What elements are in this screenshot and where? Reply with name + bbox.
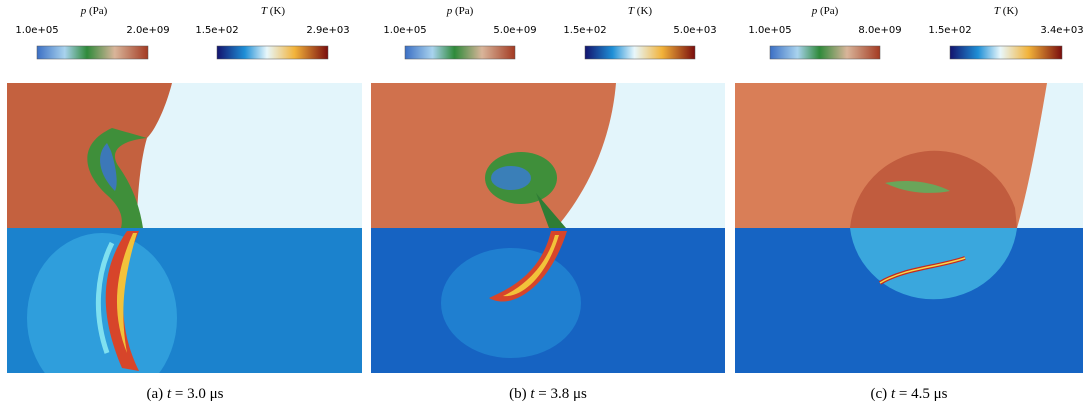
caption: (c) t = 4.5 μs bbox=[871, 386, 948, 402]
text-part: = 4.5 μs bbox=[899, 386, 948, 402]
text-part: = 3.8 μs bbox=[538, 386, 587, 402]
pressure-colorbar bbox=[37, 46, 148, 59]
text-part: (c) bbox=[871, 386, 888, 402]
pressure-max: 2.0e+09 bbox=[126, 25, 169, 36]
temperature-colorbar bbox=[950, 46, 1062, 59]
pressure-min: 1.0e+05 bbox=[748, 25, 791, 36]
text-part: t bbox=[167, 386, 172, 402]
temperature-label: T (K) bbox=[628, 5, 652, 17]
text-part: (K) bbox=[270, 5, 286, 17]
temperature-max: 5.0e+03 bbox=[673, 25, 716, 36]
text-part: T bbox=[628, 5, 635, 17]
temperature-min: 1.5e+02 bbox=[195, 25, 238, 36]
temperature-min: 1.5e+02 bbox=[563, 25, 606, 36]
text-part: (K) bbox=[637, 5, 653, 17]
pressure-max: 5.0e+09 bbox=[493, 25, 536, 36]
text-part: (Pa) bbox=[820, 5, 839, 17]
colorbars-c: p (Pa) 1.0e+05 8.0e+09 T (K) 1.5e+02 3.4… bbox=[748, 5, 1083, 59]
temperature-label: T (K) bbox=[261, 5, 285, 17]
text-part: (b) bbox=[509, 386, 527, 402]
text-part: (Pa) bbox=[455, 5, 474, 17]
figure: p (Pa) 1.0e+05 2.0e+09 T (K) 1.5e+02 2.9… bbox=[0, 0, 1087, 409]
caption: (b) t = 3.8 μs bbox=[509, 386, 587, 402]
pressure-max: 8.0e+09 bbox=[858, 25, 901, 36]
text-part: (K) bbox=[1003, 5, 1019, 17]
text-part: p bbox=[446, 5, 453, 17]
temperature-min: 1.5e+02 bbox=[928, 25, 971, 36]
pressure-min: 1.0e+05 bbox=[383, 25, 426, 36]
text-part: p bbox=[811, 5, 818, 17]
text-part: t bbox=[530, 386, 535, 402]
colorbars-a: p (Pa) 1.0e+05 2.0e+09 T (K) 1.5e+02 2.9… bbox=[15, 5, 349, 59]
temperature-label: T (K) bbox=[994, 5, 1018, 17]
simulation-image bbox=[371, 83, 725, 373]
pressure-label: p (Pa) bbox=[811, 5, 839, 17]
simulation-image bbox=[735, 83, 1083, 373]
pressure-label: p (Pa) bbox=[80, 5, 108, 17]
colorbars-b: p (Pa) 1.0e+05 5.0e+09 T (K) 1.5e+02 5.0… bbox=[383, 5, 716, 59]
simulation-image bbox=[7, 83, 362, 403]
pressure-label: p (Pa) bbox=[446, 5, 474, 17]
pressure-colorbar bbox=[405, 46, 515, 59]
temperature-colorbar bbox=[585, 46, 695, 59]
caption: (a) t = 3.0 μs bbox=[147, 386, 224, 402]
text-part: p bbox=[80, 5, 87, 17]
text-part: (a) bbox=[147, 386, 164, 402]
text-part: T bbox=[261, 5, 268, 17]
pressure-min: 1.0e+05 bbox=[15, 25, 58, 36]
temperature-max: 3.4e+03 bbox=[1040, 25, 1083, 36]
text-part: T bbox=[994, 5, 1001, 17]
pressure-colorbar bbox=[770, 46, 880, 59]
text-part: t bbox=[891, 386, 896, 402]
text-part: = 3.0 μs bbox=[175, 386, 224, 402]
text-part: (Pa) bbox=[89, 5, 108, 17]
temperature-colorbar bbox=[217, 46, 328, 59]
temperature-max: 2.9e+03 bbox=[306, 25, 349, 36]
